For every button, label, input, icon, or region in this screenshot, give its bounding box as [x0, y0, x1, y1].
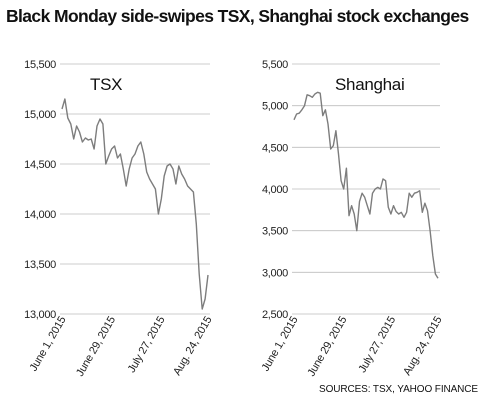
shanghai-ytick-label: 4,500 [262, 142, 288, 154]
shanghai-ytick-label: 3,000 [262, 267, 288, 279]
shanghai-xtick-label: July 27, 2015 [356, 314, 398, 374]
shanghai-series-line [293, 91, 439, 279]
shanghai-xtick-label: June 1, 2015 [260, 314, 301, 373]
tsx-xtick-label: Aug. 24, 2015 [171, 314, 214, 377]
tsx-ytick-label: 13,000 [24, 309, 56, 321]
tsx-ytick-label: 15,000 [24, 109, 56, 121]
tsx-ytick-label: 14,000 [24, 209, 56, 221]
tsx-chart-title: TSX [90, 75, 122, 94]
shanghai-xtick-label: Aug. 24, 2015 [401, 314, 444, 377]
shanghai-ytick-label: 5,500 [262, 59, 288, 71]
tsx-ytick-label: 13,500 [24, 259, 56, 271]
shanghai-ytick-label: 3,500 [262, 226, 288, 238]
tsx-chart: 13,000 13,500 14,000 14,500 15,000 15,500 June… [24, 59, 214, 379]
shanghai-xtick-label: June 29, 2015 [305, 314, 349, 378]
page-title: Black Monday side-swipes TSX, Shanghai s… [6, 6, 469, 26]
tsx-xtick-label: July 27, 2015 [126, 314, 168, 374]
shanghai-ytick-label: 4,000 [262, 184, 288, 196]
source-note: SOURCES: TSX, YAHOO FINANCE [319, 384, 478, 395]
tsx-ytick-label: 15,500 [24, 59, 56, 71]
tsx-xtick-label: June 1, 2015 [28, 314, 69, 373]
tsx-xtick-label: June 29, 2015 [74, 314, 118, 378]
tsx-ytick-label: 14,500 [24, 159, 56, 171]
shanghai-chart-title: Shanghai [335, 75, 404, 94]
shanghai-ytick-label: 2,500 [262, 309, 288, 321]
shanghai-ytick-label: 5,000 [262, 101, 288, 113]
shanghai-chart: 2,500 3,000 3,500 4,000 4,500 5,000 5,500 June … [260, 59, 445, 379]
tsx-series-line [61, 98, 209, 310]
